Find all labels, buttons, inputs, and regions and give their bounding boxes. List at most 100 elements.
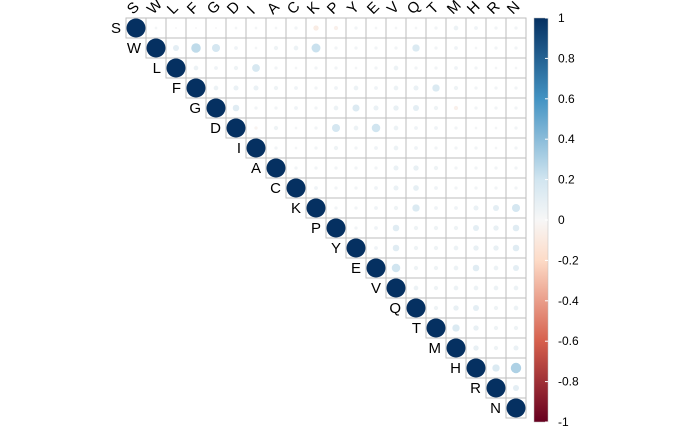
corr-circle-Y-R (493, 245, 499, 251)
corr-circle-D-E (371, 123, 381, 133)
corr-circle-C-P (334, 186, 338, 190)
corr-circle-D-C (294, 126, 298, 130)
corr-circle-S-N (514, 26, 518, 30)
corr-circle-F-P (334, 86, 338, 90)
corr-circle-W-D (234, 46, 238, 50)
row-label-Y: Y (331, 240, 341, 257)
corr-circle-V-M (453, 285, 459, 291)
corr-circle-I-V (393, 145, 399, 151)
corr-circle-D-M (454, 126, 458, 130)
corr-circle-K-H (473, 205, 479, 211)
col-label-T: T (424, 0, 443, 18)
corr-circle-L-A (274, 66, 278, 70)
corr-circle-R-R (486, 378, 506, 398)
corr-circle-E-V (391, 263, 401, 273)
corr-circle-Q-Q (406, 298, 426, 318)
corr-circle-D-K (314, 126, 318, 130)
corr-circle-A-P (334, 166, 338, 170)
corr-circle-A-Y (354, 166, 358, 170)
corr-circle-D-R (494, 126, 498, 130)
col-label-L: L (164, 0, 182, 18)
corr-circle-I-E (374, 146, 378, 150)
corr-circle-I-M (454, 146, 458, 150)
corr-circle-Q-N (513, 305, 519, 311)
corr-circle-M-N (513, 345, 519, 351)
row-label-V: V (371, 280, 381, 297)
corr-circle-L-M (454, 66, 458, 70)
col-label-K: K (304, 0, 323, 18)
col-label-Q: Q (404, 0, 424, 18)
corr-circle-F-D (233, 85, 239, 91)
corr-circle-L-C (294, 66, 298, 70)
colorbar-tick-label: -1 (558, 415, 569, 429)
row-label-P: P (311, 220, 321, 237)
corr-circle-W-L (172, 44, 180, 52)
row-label-F: F (172, 80, 181, 97)
corr-circle-G-V (393, 105, 399, 111)
corr-circle-F-E (374, 86, 378, 90)
corr-circle-H-R (492, 364, 500, 372)
corr-circle-G-H (474, 106, 478, 110)
corr-circle-P-E (374, 226, 378, 230)
col-label-Y: Y (344, 0, 363, 18)
corr-circle-C-Q (413, 185, 419, 191)
col-label-A: A (264, 0, 283, 18)
corr-circle-A-R (494, 166, 498, 170)
corr-circle-S-P (333, 25, 339, 31)
corr-circle-P-P (326, 218, 346, 238)
corr-circle-W-Y (354, 46, 358, 50)
corr-circle-M-M (446, 338, 466, 358)
corr-circle-F-Q (413, 85, 419, 91)
corr-circle-Q-H (472, 304, 480, 312)
corr-circle-I-I (246, 138, 266, 158)
corr-circle-F-I (253, 85, 259, 91)
corr-circle-Y-H (473, 245, 479, 251)
corr-circle-T-M (452, 324, 460, 332)
corr-circle-P-M (453, 225, 459, 231)
corr-circle-L-K (314, 66, 318, 70)
corr-circle-S-Y (354, 26, 358, 30)
corr-circle-F-Y (353, 85, 359, 91)
col-label-W: W (144, 0, 167, 18)
corr-circle-W-H (474, 46, 478, 50)
col-label-G: G (204, 0, 224, 18)
corr-circle-G-Q (412, 104, 420, 112)
colorbar-tick-label: 0 (558, 213, 565, 227)
colorbar-tick-label: -0.2 (558, 253, 579, 267)
corr-circle-V-V (386, 278, 406, 298)
corr-circle-E-M (453, 265, 459, 271)
corr-circle-W-M (454, 46, 458, 50)
corr-circle-V-N (513, 285, 519, 291)
corr-circle-E-N (512, 264, 520, 272)
corr-circle-Y-E (374, 246, 378, 250)
row-label-I: I (237, 140, 241, 157)
corr-circle-I-H (474, 146, 478, 150)
corr-circle-F-K (314, 86, 318, 90)
corr-circle-I-P (333, 145, 339, 151)
corr-circle-T-N (513, 325, 519, 331)
corr-circle-F-N (514, 86, 518, 90)
corr-circle-G-E (373, 105, 379, 111)
corr-circle-F-G (213, 85, 219, 91)
corr-circle-D-A (273, 125, 279, 131)
corr-circle-C-K (314, 186, 318, 190)
row-label-T: T (412, 320, 421, 337)
corr-circle-D-Y (353, 125, 359, 131)
corr-circle-Y-Q (413, 245, 419, 251)
corr-circle-W-R (494, 46, 498, 50)
corr-circle-A-T (433, 165, 439, 171)
corr-circle-F-M (453, 85, 459, 91)
corr-circle-A-C (294, 166, 298, 170)
colorbar: 1 0.8 0.6 0.4 0.2 0 -0.2 -0.4 -0.6 -0.8 -1 (533, 11, 579, 429)
corr-circle-K-R (492, 204, 500, 212)
corr-circle-H-H (466, 358, 486, 378)
corr-circle-F-V (393, 85, 399, 91)
grid-cell-N-N (505, 397, 527, 419)
corr-circle-Y-Y (346, 238, 366, 258)
corr-circle-S-R (494, 26, 498, 30)
corr-circle-M-H (473, 345, 479, 351)
col-label-H: H (464, 0, 484, 18)
corr-circle-L-D (233, 65, 239, 71)
corr-circle-K-Y (354, 206, 358, 210)
corr-circle-C-T (434, 186, 438, 190)
